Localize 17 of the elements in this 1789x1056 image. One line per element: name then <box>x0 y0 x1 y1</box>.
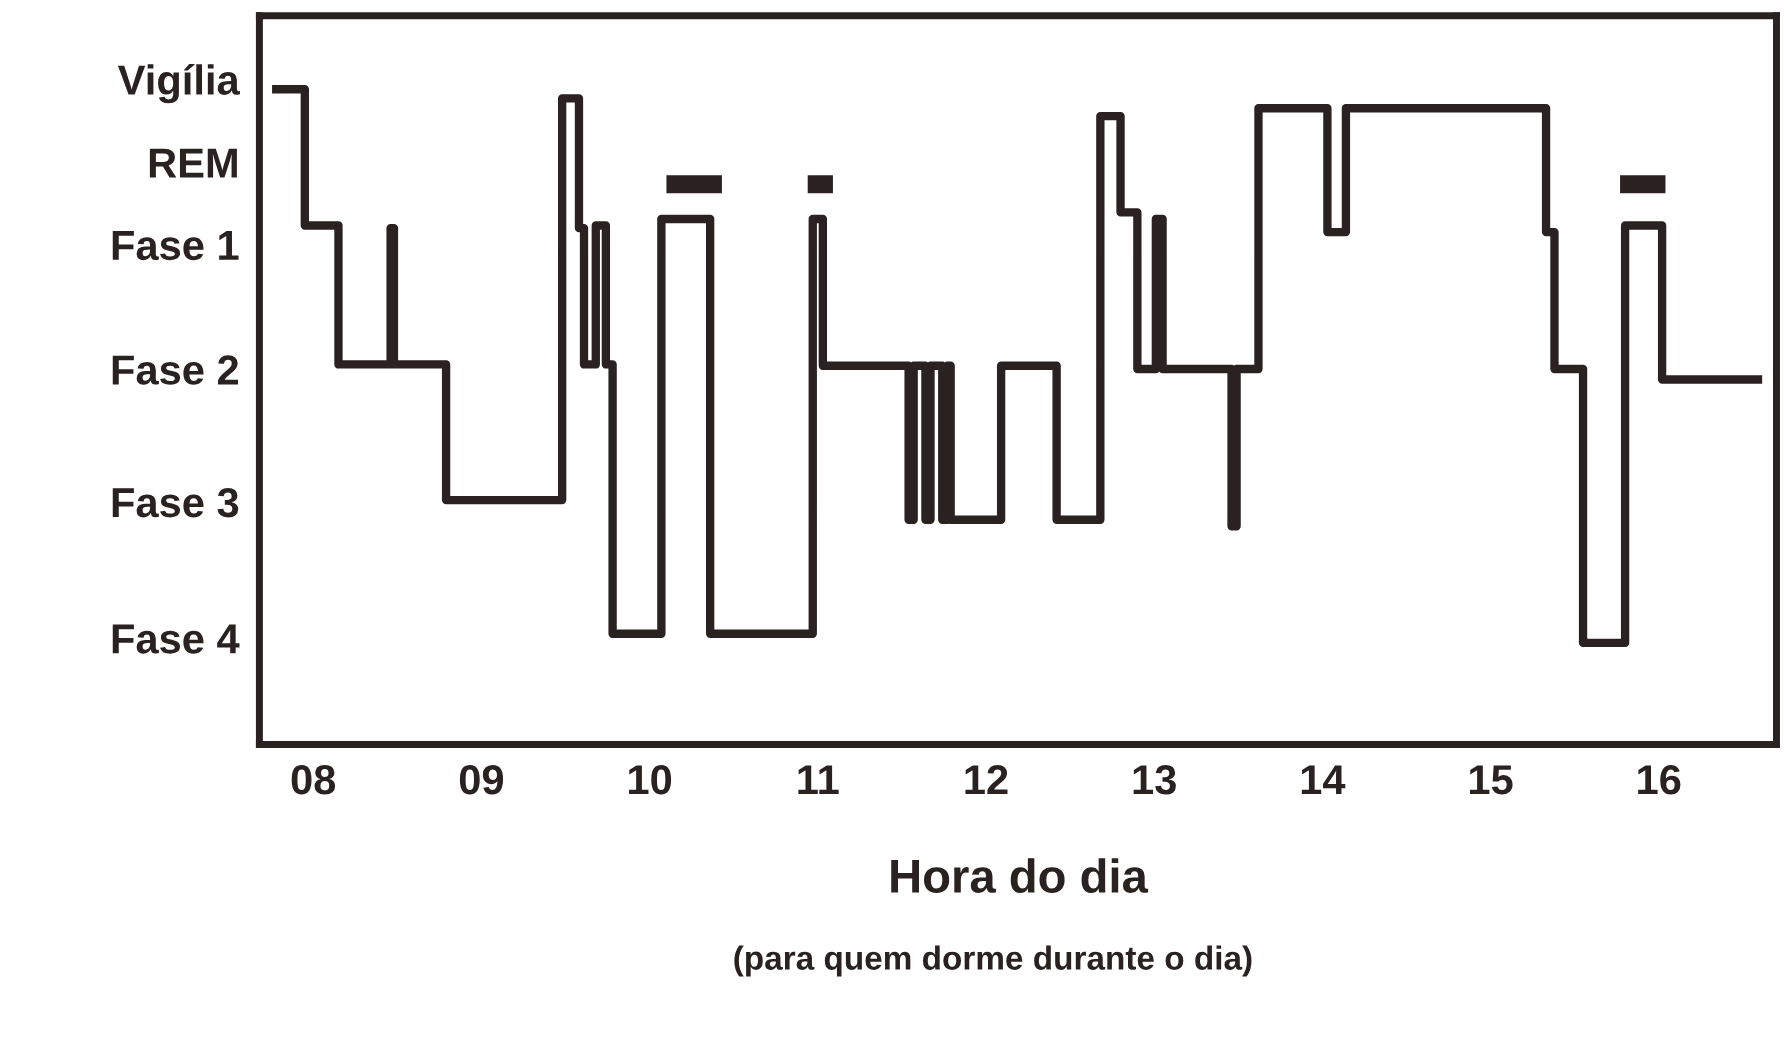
x-tick-label: 15 <box>1470 765 1513 795</box>
x-tick-label: 16 <box>1638 765 1681 795</box>
text: Vigília <box>117 63 240 104</box>
x-tick-label: 11 <box>798 765 839 795</box>
text: Fase 1 <box>112 231 239 261</box>
text: REM <box>149 148 237 178</box>
text: Fase 3 <box>112 487 239 518</box>
x-tick-label: 12 <box>965 765 1008 795</box>
x-tick-label: 10 <box>629 765 672 795</box>
x-tick-label: 14 <box>1301 765 1346 795</box>
x-tick-label: 13 <box>1133 765 1176 795</box>
x-tick-label: 08 <box>291 765 336 795</box>
x-axis-title: Hora do dia <box>891 858 1149 894</box>
x-tick-label: 09 <box>459 765 504 795</box>
text: Fase 2 <box>112 355 239 385</box>
text: Fase 4 <box>112 624 240 654</box>
text: (para quem dorme durante o dia) <box>734 945 1252 977</box>
